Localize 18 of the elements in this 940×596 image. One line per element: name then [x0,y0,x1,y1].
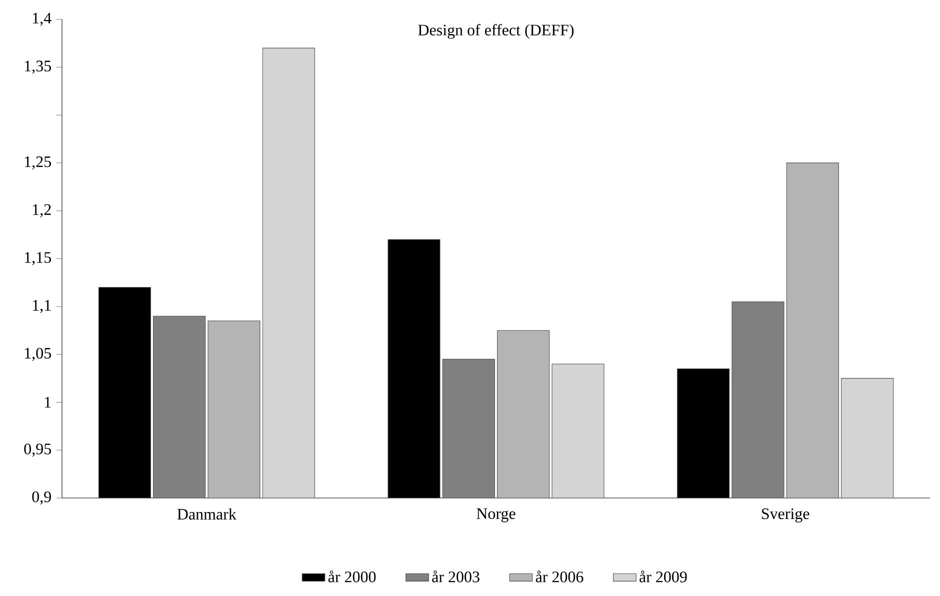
y-tick-label: 1,15 [25,252,51,266]
y-tick-label: 1 [45,396,51,408]
y-tick-label: 1,1 [33,300,51,314]
y-tick-label: 1,2 [33,204,51,218]
chart-title: Design of effect (DEFF) [418,24,574,39]
legend-label: år 2003 [432,570,480,582]
x-tick-label: Norge [476,508,516,522]
x-tick-label: Danmark [177,508,236,520]
y-tick-label: 1,35 [25,60,51,74]
legend-label: år 2006 [536,570,584,582]
y-tick-label: 1,25 [25,156,51,170]
x-tick-label: Sverige [762,508,810,522]
legend-label: år 2009 [640,570,687,582]
y-tick-label: 0,9 [32,491,51,505]
legend-label: år 2000 [328,570,376,582]
y-tick-label: 0,95 [24,444,51,457]
y-tick-label: 1,4 [33,12,52,26]
y-tick-label: 1,05 [25,348,51,361]
